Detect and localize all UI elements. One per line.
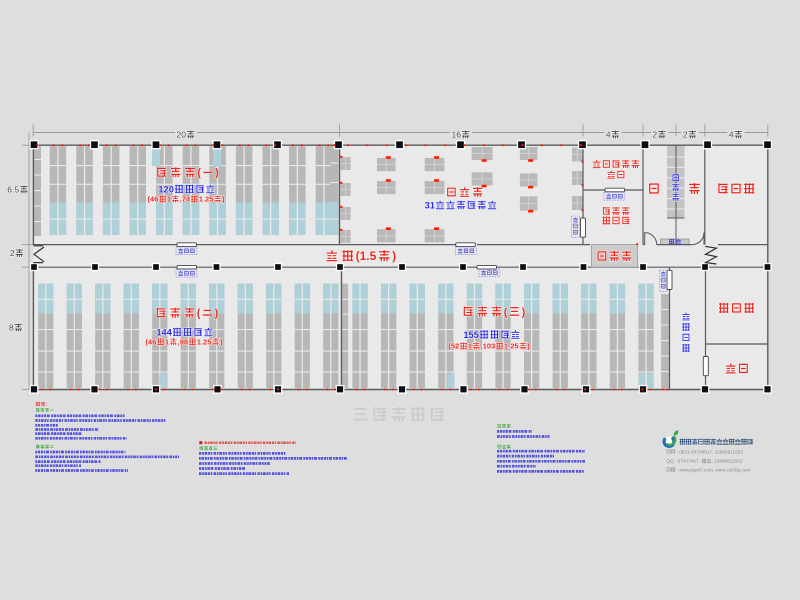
svg-text:(1.5: (1.5 (356, 249, 377, 263)
svg-text:(: ( (197, 308, 201, 320)
svg-text::: : (46, 402, 48, 407)
svg-text:(46: (46 (147, 195, 158, 204)
svg-text:1: 1 (167, 195, 172, 204)
svg-text:155: 155 (463, 330, 479, 340)
svg-text:1: 1 (165, 337, 170, 346)
svg-text:31: 31 (425, 200, 435, 210)
svg-text:8: 8 (9, 323, 14, 333)
svg-text:4: 4 (606, 130, 611, 140)
svg-text:: www.jnpxi7.com, www.ccl08g.c: : www.jnpxi7.com, www.ccl08g.com (677, 467, 751, 472)
svg-text:): ) (392, 249, 396, 263)
svg-text:): ) (220, 337, 223, 346)
svg-text:,98: ,98 (178, 337, 189, 346)
svg-text:): ) (215, 308, 219, 320)
svg-text:20: 20 (177, 130, 187, 140)
svg-text:1.25: 1.25 (197, 337, 213, 346)
svg-text:1.25: 1.25 (504, 342, 520, 351)
svg-text:120: 120 (158, 184, 174, 194)
svg-text:2: 2 (683, 130, 688, 140)
svg-text:): ) (522, 306, 526, 318)
svg-text:16: 16 (452, 130, 462, 140)
svg-text:): ) (215, 167, 219, 179)
svg-text:: 0531-83799817, 15866611552: : 0531-83799817, 15866611552 (677, 449, 744, 454)
svg-text:,74: ,74 (180, 195, 191, 204)
svg-text:144: 144 (156, 327, 172, 337)
svg-text:(: ( (197, 167, 201, 179)
svg-text:): ) (527, 342, 530, 351)
svg-text:4: 4 (729, 130, 734, 140)
svg-text:1: 1 (468, 342, 473, 351)
svg-text:,103: ,103 (481, 342, 496, 351)
svg-text:1.25: 1.25 (199, 195, 215, 204)
svg-text:2: 2 (10, 248, 15, 258)
svg-text:(52: (52 (448, 342, 459, 351)
svg-text:(46: (46 (145, 337, 156, 346)
svg-text:6.5: 6.5 (7, 185, 19, 195)
svg-text:: 15866611552: : 15866611552 (712, 459, 743, 464)
svg-text:): ) (222, 195, 225, 204)
svg-text:QQ : 57437467: QQ : 57437467 (666, 459, 698, 464)
svg-text:(: ( (504, 306, 508, 318)
svg-text:2: 2 (652, 130, 657, 140)
